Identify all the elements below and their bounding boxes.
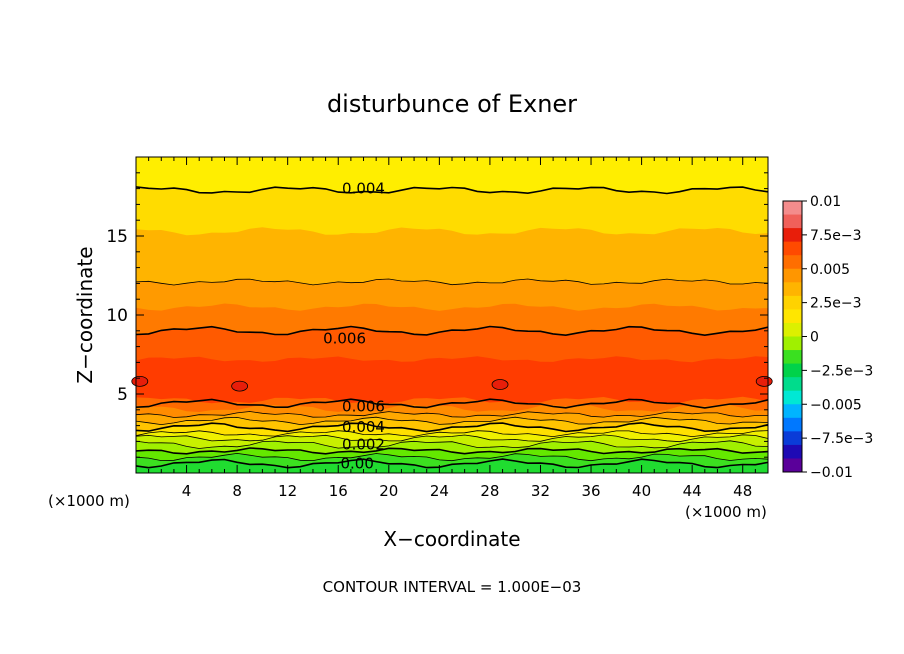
contour-line [135,452,769,462]
x-tick-label: 12 [278,482,297,500]
colorbar-swatch [783,255,802,270]
contour-line [135,398,769,409]
colorbar-swatch [783,363,802,378]
colorbar-swatch [783,417,802,432]
colorbar-label: 7.5e−3 [810,228,862,244]
x-tick-label: 20 [379,482,398,500]
contour-label: 0.004 [342,418,385,436]
x-tick-label: 48 [733,482,752,500]
colorbar-swatch [783,214,802,229]
y-tick-label: 15 [106,227,128,247]
colorbar-swatch [783,228,802,243]
colorbar-label: 2.5e−3 [810,296,862,312]
colorbar-swatch [783,404,802,419]
y-axis-label: Z−coordinate [73,246,97,383]
max-cell [231,380,249,392]
x-tick-label: 44 [683,482,702,500]
contour-line [135,458,769,469]
x-tick-label: 32 [531,482,550,500]
x-tick-label: 28 [480,482,499,500]
x-unit-right: (×1000 m) [685,503,767,521]
contour-line [135,411,768,418]
x-unit-left: (×1000 m) [48,492,130,510]
colorbar-swatch [783,390,802,405]
contour-label: 0.004 [342,180,385,198]
contour-line [135,416,769,426]
contour-label: 0.002 [342,436,385,454]
colorbar-swatch [783,431,802,446]
contour-line [135,447,769,455]
x-tick-label: 8 [232,482,242,500]
y-tick-label: 10 [106,306,128,326]
colorbar-swatch [783,282,802,297]
x-tick-label: 16 [329,482,348,500]
contour-label: 0.00 [340,455,373,473]
colorbar-swatch [783,322,802,337]
colorbar-swatch [783,377,802,392]
colorbar-label: −0.01 [810,465,853,481]
contour-label: 0.006 [323,330,366,348]
colorbar-swatch [783,350,802,365]
contour-lines [131,186,773,469]
colorbar-swatch [783,295,802,310]
band-fill [136,459,768,473]
contour-line [135,434,769,443]
contour-label: 0.006 [342,398,385,416]
contour-line [135,430,769,438]
x-tick-label: 24 [430,482,449,500]
contour-line [135,278,769,286]
x-axis-label: X−coordinate [383,527,520,551]
colorbar-label: −2.5e−3 [810,363,873,379]
colorbar-swatch [783,444,802,459]
x-tick-label: 36 [581,482,600,500]
colorbar-label: 0.005 [810,262,850,278]
contour-line [135,325,769,337]
x-tick-label: 4 [182,482,192,500]
colorbar-swatch [783,309,802,324]
colorbar-label: −0.005 [810,397,862,413]
colorbar-swatch [783,268,802,283]
colorbar-swatch [783,458,802,473]
x-tick-label: 40 [632,482,651,500]
chart-title: disturbunce of Exner [327,90,577,118]
colorbar-label: 0.01 [810,194,841,210]
colorbar: 0.01 7.5e−3 0.005 2.5e−3 0 −2.5e−3 −0.005 −7.5e… [782,194,873,481]
colorbar-swatch [783,336,802,351]
colorbar-label: 0 [810,330,819,346]
colorbar-label: −7.5e−3 [810,431,873,447]
colorbar-swatch [783,201,802,216]
contour-interval-note: CONTOUR INTERVAL = 1.000E−03 [323,578,582,596]
max-cell [491,379,509,390]
contour-line [135,422,769,433]
y-tick-label: 5 [117,385,128,405]
contour-line [135,186,769,195]
colorbar-swatch [783,241,802,256]
contour-line [135,440,769,449]
